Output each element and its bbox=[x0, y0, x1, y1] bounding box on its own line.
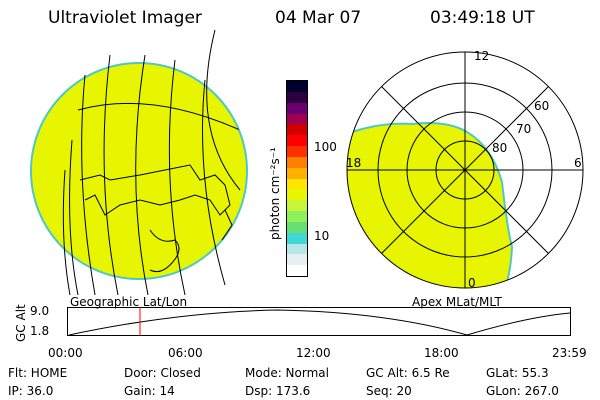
mlt-label-18: 18 bbox=[346, 156, 361, 170]
altitude-xtick-0000: 00:00 bbox=[48, 346, 83, 360]
colorbar-tick-10: 10 bbox=[314, 229, 330, 243]
info-mode: Mode: Normal bbox=[245, 366, 329, 380]
date-label: 04 Mar 07 bbox=[275, 8, 362, 28]
time-label: 03:49:18 UT bbox=[430, 8, 535, 28]
colorbar-band bbox=[287, 167, 307, 179]
instrument-title: Ultraviolet Imager bbox=[48, 8, 202, 28]
info-gain: Gain: 14 bbox=[124, 384, 175, 398]
colorbar-band bbox=[287, 135, 307, 147]
altitude-plot bbox=[67, 307, 571, 336]
mlat-label-80: 80 bbox=[492, 141, 507, 155]
altitude-xtick-1800: 18:00 bbox=[424, 346, 459, 360]
colorbar-band bbox=[287, 156, 307, 168]
mlt-label-0: 0 bbox=[468, 276, 476, 290]
info-glon: GLon: 267.0 bbox=[486, 384, 559, 398]
colorbar-band bbox=[287, 178, 307, 190]
colorbar-band bbox=[287, 124, 307, 136]
colorbar-band bbox=[287, 254, 307, 266]
colorbar-tick-100: 100 bbox=[314, 140, 337, 154]
altitude-xtick-2359: 23:59 bbox=[552, 346, 587, 360]
info-glat: GLat: 55.3 bbox=[486, 366, 549, 380]
info-seq: Seq: 20 bbox=[366, 384, 412, 398]
mlat-label-70: 70 bbox=[516, 122, 531, 136]
colorbar-band bbox=[287, 91, 307, 103]
colorbar bbox=[286, 80, 308, 277]
info-gcalt: GC Alt: 6.5 Re bbox=[366, 366, 450, 380]
info-ip: IP: 36.0 bbox=[8, 384, 54, 398]
info-dsp: Dsp: 173.6 bbox=[245, 384, 311, 398]
colorbar-band bbox=[287, 200, 307, 212]
colorbar-band bbox=[287, 146, 307, 157]
colorbar-band bbox=[287, 221, 307, 233]
geographic-map bbox=[30, 30, 248, 295]
mlt-label-6: 6 bbox=[574, 156, 582, 170]
colorbar-band bbox=[287, 102, 307, 114]
colorbar-band bbox=[287, 189, 307, 201]
altitude-ytick-1-8: 1.8 bbox=[30, 324, 50, 338]
colorbar-band bbox=[287, 211, 307, 222]
mlt-label-12: 12 bbox=[474, 49, 489, 63]
info-flt: Flt: HOME bbox=[8, 366, 68, 380]
earth-disk bbox=[30, 62, 248, 280]
apex-polar-plot: 12 18 6 0 60 70 80 bbox=[346, 49, 584, 290]
mlat-label-60: 60 bbox=[534, 99, 549, 113]
altitude-xtick-1200: 12:00 bbox=[296, 346, 331, 360]
info-door: Door: Closed bbox=[124, 366, 201, 380]
colorbar-band bbox=[287, 232, 307, 244]
colorbar-unit-label: photon cm⁻²s⁻¹ bbox=[268, 147, 282, 240]
altitude-ylabel: GC Alt bbox=[14, 304, 28, 342]
colorbar-band bbox=[287, 265, 307, 276]
apex-panel-label: Apex MLat/MLT bbox=[412, 295, 502, 309]
altitude-ytick-9: 9.0 bbox=[30, 304, 50, 318]
colorbar-band bbox=[287, 113, 307, 125]
geographic-panel-label: Geographic Lat/Lon bbox=[70, 295, 188, 309]
altitude-xtick-0600: 06:00 bbox=[168, 346, 203, 360]
colorbar-band bbox=[287, 81, 307, 92]
colorbar-band bbox=[287, 243, 307, 255]
